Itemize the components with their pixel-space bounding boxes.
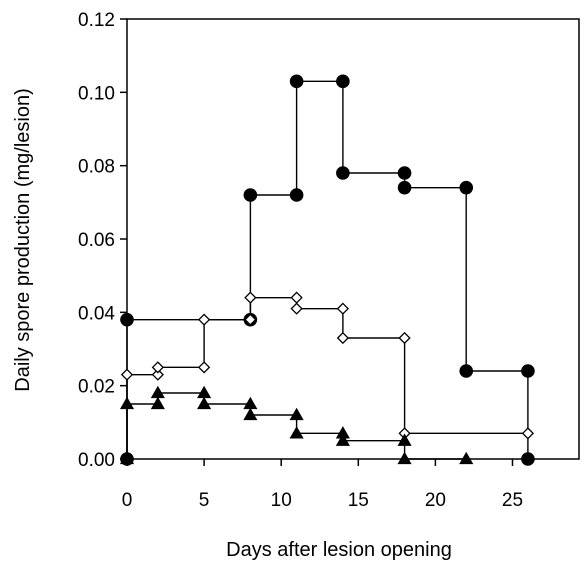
data-point	[336, 302, 349, 315]
data-point	[397, 180, 412, 195]
y-tick-label: 0.04	[78, 303, 115, 324]
x-tick-label: 25	[502, 490, 523, 511]
data-point	[335, 433, 350, 446]
y-tick-label: 0.12	[78, 10, 115, 31]
series-markers	[119, 74, 535, 466]
data-point	[150, 396, 165, 410]
data-point	[336, 331, 349, 345]
data-point	[197, 385, 212, 399]
data-point	[120, 368, 134, 381]
axis-ticks: 0.00 0.02 0.04 0.06 0.08 0.10 0.12 0 5 10 15 20 25	[78, 10, 523, 511]
series-line-1	[126, 80, 529, 459]
x-tick-label: 5	[199, 490, 210, 511]
data-point	[289, 188, 304, 202]
data-point	[398, 331, 411, 345]
data-point	[197, 396, 212, 410]
y-tick-label: 0.00	[78, 450, 115, 471]
data-point	[243, 188, 258, 202]
data-point	[151, 368, 164, 381]
y-tick-label: 0.08	[78, 157, 115, 178]
data-point	[521, 452, 535, 466]
x-tick-label: 15	[348, 490, 369, 511]
data-point	[459, 180, 474, 195]
data-point	[397, 433, 412, 446]
data-point	[150, 385, 165, 399]
data-point	[521, 427, 535, 440]
x-tick-label: 20	[425, 490, 446, 511]
x-tick-label: 0	[122, 490, 133, 511]
y-tick-label: 0.06	[78, 230, 115, 251]
series-line-2	[126, 297, 528, 459]
data-point	[243, 396, 258, 410]
data-point	[151, 361, 164, 374]
x-axis-title: Days after lesion opening	[226, 539, 452, 561]
data-point	[290, 291, 303, 304]
data-point	[243, 407, 258, 421]
data-point	[120, 312, 134, 327]
data-point	[289, 407, 304, 421]
data-point	[244, 291, 257, 304]
y-axis-title: Daily spore production (mg/lesion)	[12, 88, 34, 391]
data-point	[397, 451, 412, 465]
data-point	[119, 396, 135, 410]
data-point	[289, 426, 304, 439]
data-point	[459, 451, 474, 465]
series-line-3	[126, 392, 467, 460]
data-point	[521, 364, 535, 378]
y-tick-label: 0.10	[78, 83, 115, 104]
series-lines	[126, 80, 529, 460]
data-point	[244, 313, 257, 326]
y-tick-label: 0.02	[78, 377, 115, 398]
data-point	[336, 74, 350, 89]
data-point	[289, 74, 304, 89]
x-tick-label: 10	[271, 490, 292, 511]
data-point	[197, 313, 211, 326]
data-point	[459, 364, 474, 378]
data-point	[119, 451, 135, 465]
data-point	[290, 302, 303, 315]
data-point	[197, 361, 211, 374]
data-point	[397, 166, 412, 180]
data-point	[336, 166, 350, 180]
